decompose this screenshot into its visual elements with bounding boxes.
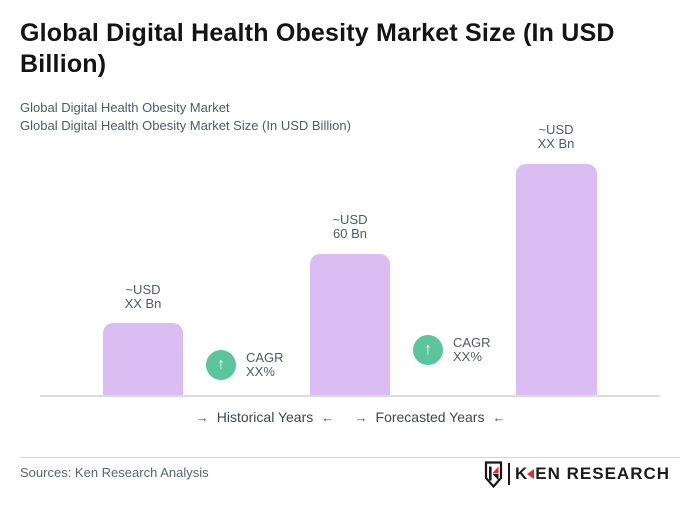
bar3-value-label: ~USD XX Bn [496,123,616,151]
bar-historical-2 [310,254,390,395]
up-arrow-glyph: ↑ [217,356,225,373]
bar1-value-label: ~USD XX Bn [83,283,203,311]
bar3-value-line2: XX Bn [537,136,575,151]
chart-subtitle-line1: Global Digital Health Obesity Market [20,100,230,115]
cagr-annotation-2: ↑ CAGR XX% [413,335,491,365]
chart-subtitle-line2: Global Digital Health Obesity Market Siz… [20,118,351,133]
right-arrow-icon: → [354,409,368,425]
bar2-value-line2: 60 Bn [333,226,367,241]
logo-letter-k: K [515,464,529,483]
footer-divider [20,457,680,458]
page-title: Global Digital Health Obesity Market Siz… [20,19,615,78]
logo-wordmark-rest: EN RESEARCH [535,464,671,483]
cagr-label-2: CAGR [453,335,491,350]
historical-years-label: Historical Years [216,409,314,425]
bar1-value-line2: XX Bn [124,296,162,311]
right-arrow-icon: → [195,409,209,425]
axis-group-forecasted-years: → Forecasted Years ← [350,409,510,425]
cagr-value-1: XX% [246,364,275,379]
logo-separator [508,463,510,485]
chart-subtitle: Global Digital Health Obesity Market Glo… [20,99,351,135]
up-arrow-glyph: ↑ [424,341,432,358]
cagr-label-1: CAGR [246,350,284,365]
logo-red-triangle-icon [527,469,535,479]
bar1-value-line1: ~USD [125,282,161,297]
ken-research-shield-icon [484,460,503,488]
up-arrow-circle-icon: ↑ [413,335,443,365]
logo-wordmark: K EN RESEARCH [515,464,670,484]
cagr-annotation-1: ↑ CAGR XX% [206,350,284,380]
bar2-value-line1: ~USD [332,212,368,227]
forecasted-years-label: Forecasted Years [375,409,485,425]
sources-note: Sources: Ken Research Analysis [20,465,209,480]
left-arrow-icon: ← [492,409,506,425]
left-arrow-icon: ← [321,409,335,425]
bar2-value-label: ~USD 60 Bn [290,213,410,241]
cagr-text-1: CAGR XX% [246,351,284,379]
bar-historical-1 [103,323,183,395]
ken-research-logo: K EN RESEARCH [484,460,670,488]
cagr-value-2: XX% [453,349,482,364]
up-arrow-circle-icon: ↑ [206,350,236,380]
chart-baseline [40,395,660,397]
bar3-value-line1: ~USD [538,122,574,137]
bar-forecast [516,164,597,395]
axis-group-historical-years: → Historical Years ← [185,409,345,425]
cagr-text-2: CAGR XX% [453,336,491,364]
